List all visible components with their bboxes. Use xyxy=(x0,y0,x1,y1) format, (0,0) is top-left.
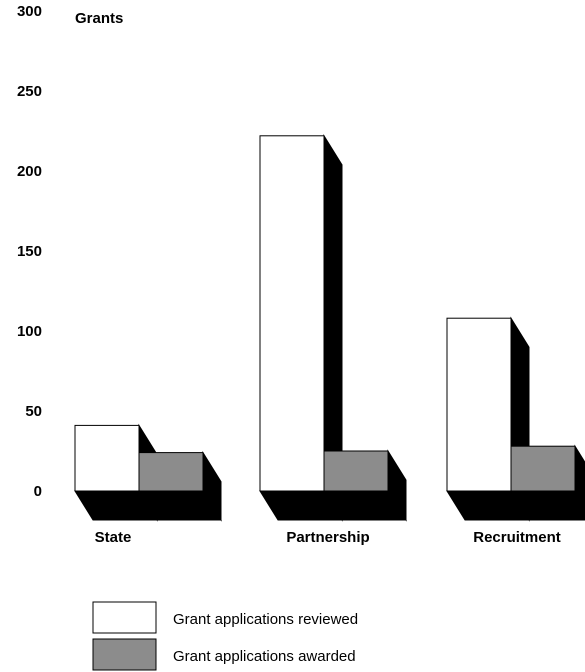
bar-reviewed xyxy=(259,135,325,492)
category-labels: State Partnership Recruitment xyxy=(95,529,561,546)
bar-reviewed xyxy=(446,317,512,492)
bar-awarded xyxy=(510,445,576,492)
bar-group-recruitment xyxy=(446,316,585,522)
category-label: Recruitment xyxy=(473,529,561,546)
bar-awarded xyxy=(323,450,389,492)
legend-label: Grant applications reviewed xyxy=(173,611,358,628)
bar-reviewed xyxy=(74,424,140,492)
y-tick-label: 0 xyxy=(34,483,42,500)
legend: Grant applications reviewed Grant applica… xyxy=(92,601,358,671)
bar-awarded xyxy=(138,452,204,492)
y-axis-ticks: 0 50 100 150 200 250 300 xyxy=(17,3,42,500)
y-tick-label: 50 xyxy=(25,403,42,420)
bars-layer xyxy=(74,134,585,522)
y-tick-label: 200 xyxy=(17,163,42,180)
y-tick-label: 250 xyxy=(17,83,42,100)
bar-group-state xyxy=(74,423,222,522)
legend-swatch xyxy=(92,601,157,634)
y-axis-label: Grants xyxy=(75,10,123,27)
y-tick-label: 100 xyxy=(17,323,42,340)
y-tick-label: 300 xyxy=(17,3,42,20)
category-label: Partnership xyxy=(286,529,369,546)
category-label: State xyxy=(95,529,132,546)
legend-swatch xyxy=(92,638,157,671)
bar-group-partnership xyxy=(259,134,407,522)
y-tick-label: 150 xyxy=(17,243,42,260)
legend-label: Grant applications awarded xyxy=(173,648,356,665)
